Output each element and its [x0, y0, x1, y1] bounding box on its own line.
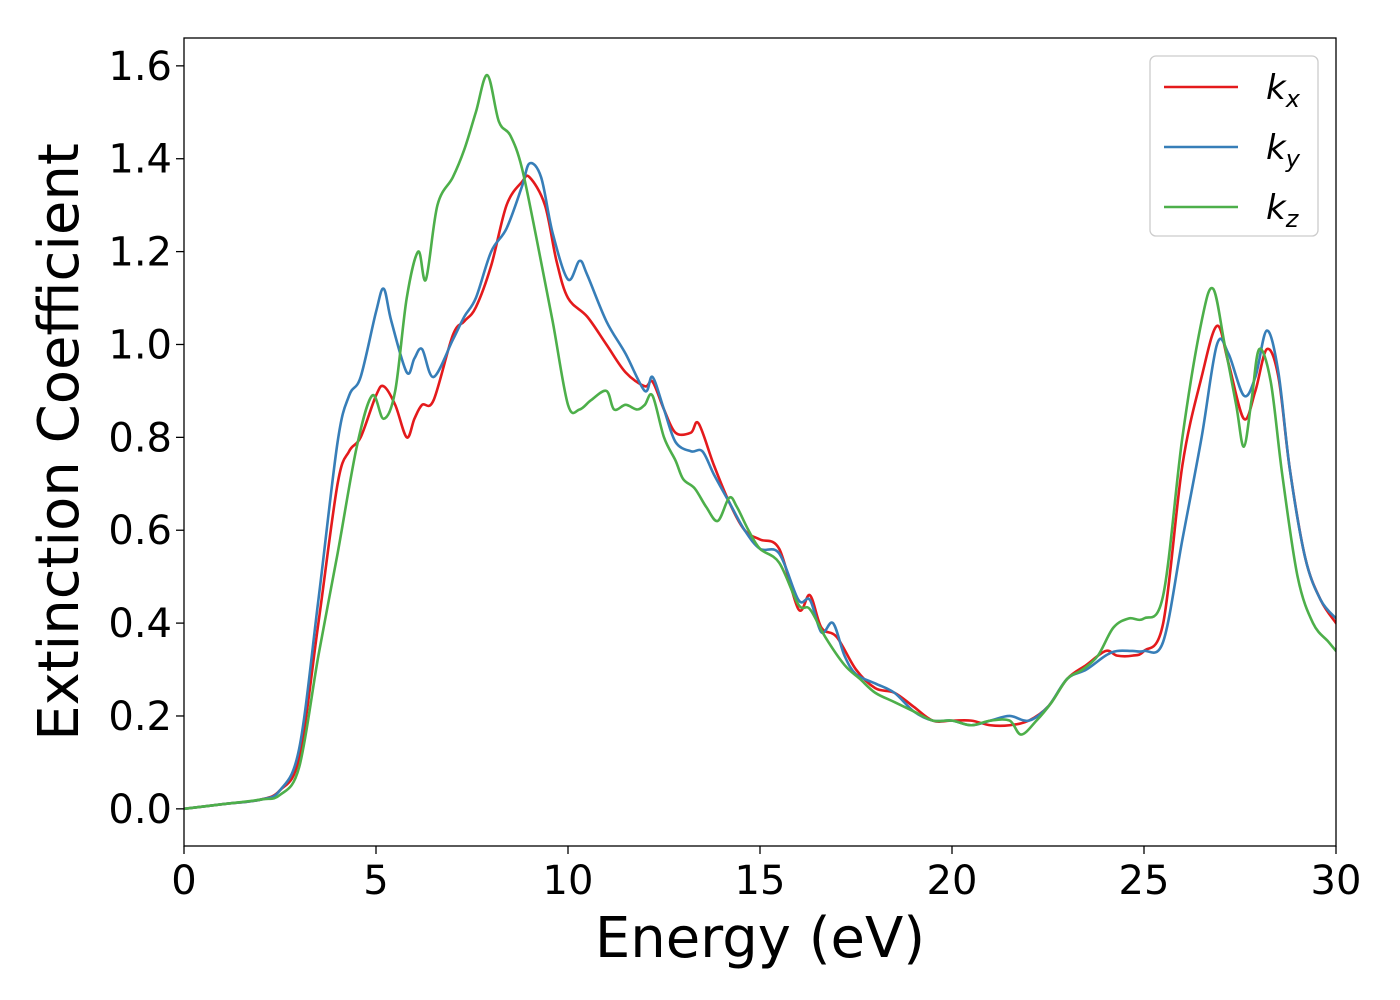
series-line-ky [184, 161, 1336, 811]
legend-label: kz [1266, 188, 1300, 233]
legend-item-kx: kx [1164, 68, 1301, 113]
y-axis: 0.0 0.2 0.4 0.6 0.8 1.0 1.2 1.4 1.6 [108, 44, 184, 833]
x-tick-label: 15 [735, 858, 786, 904]
y-tick-label: 0.2 [108, 694, 172, 740]
x-tick-label: 20 [927, 858, 978, 904]
legend-label: kx [1266, 68, 1301, 113]
x-tick-label: 5 [363, 858, 388, 904]
x-tick-label: 25 [1119, 858, 1170, 904]
x-tick-label: 0 [171, 858, 196, 904]
legend-label-symbol: k [1266, 68, 1287, 108]
series-line-kz [184, 73, 1336, 811]
legend-label-subscript: y [1285, 145, 1301, 173]
x-tick-label: 30 [1311, 858, 1362, 904]
legend-label-symbol: k [1266, 188, 1287, 228]
y-tick-label: 1.4 [108, 137, 172, 183]
x-axis-title: Energy (eV) [595, 906, 925, 971]
series-layer [184, 73, 1336, 811]
legend-label-subscript: z [1285, 205, 1300, 233]
y-tick-label: 0.8 [108, 415, 172, 461]
legend-label: ky [1266, 128, 1301, 173]
y-axis-title: Extinction Coefficient [27, 143, 92, 741]
x-tick-label: 10 [543, 858, 594, 904]
x-axis: 0 5 10 15 20 25 30 [171, 846, 1361, 904]
y-tick-label: 1.0 [108, 322, 172, 368]
y-tick-label: 0.4 [108, 601, 172, 647]
legend-label-symbol: k [1266, 128, 1287, 168]
y-tick-label: 1.2 [108, 230, 172, 276]
y-tick-label: 1.6 [108, 44, 172, 90]
legend-item-ky: ky [1164, 128, 1301, 173]
legend-label-subscript: x [1285, 85, 1301, 113]
y-tick-label: 0.6 [108, 508, 172, 554]
legend-item-kz: kz [1164, 188, 1300, 233]
y-tick-label: 0.0 [108, 787, 172, 833]
